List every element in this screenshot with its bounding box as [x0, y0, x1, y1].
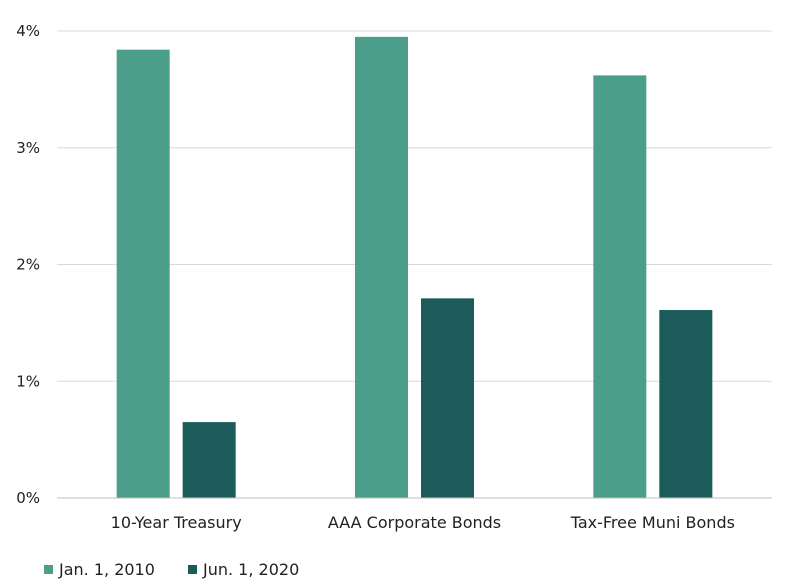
y-tick-label: 1%	[16, 372, 40, 390]
legend: Jan. 1, 2010 Jun. 1, 2020	[44, 560, 299, 579]
legend-swatch	[188, 565, 197, 574]
x-axis-labels: 10-Year Treasury AAA Corporate Bonds Tax-F…	[111, 513, 735, 532]
legend-swatch	[44, 565, 53, 574]
y-tick-label: 0%	[16, 489, 40, 507]
y-tick-label: 3%	[16, 139, 40, 157]
bars	[116, 36, 713, 499]
bar-jun-2020	[659, 310, 713, 498]
x-category-label: AAA Corporate Bonds	[328, 513, 501, 532]
bar-jan-2010	[593, 75, 647, 499]
x-category-label: 10-Year Treasury	[111, 513, 242, 532]
bar-jun-2020	[182, 422, 236, 498]
x-category-label: Tax-Free Muni Bonds	[570, 513, 735, 532]
gridlines	[57, 30, 772, 382]
y-tick-label: 4%	[16, 22, 40, 40]
legend-label: Jan. 1, 2010	[58, 560, 155, 579]
bar-jan-2010	[355, 36, 408, 499]
bar-jan-2010	[116, 49, 170, 499]
bar-jun-2020	[421, 298, 474, 498]
legend-label: Jun. 1, 2020	[202, 560, 299, 579]
y-tick-label: 2%	[16, 256, 40, 274]
y-axis-ticks: 0% 1% 2% 3% 4%	[16, 22, 40, 507]
